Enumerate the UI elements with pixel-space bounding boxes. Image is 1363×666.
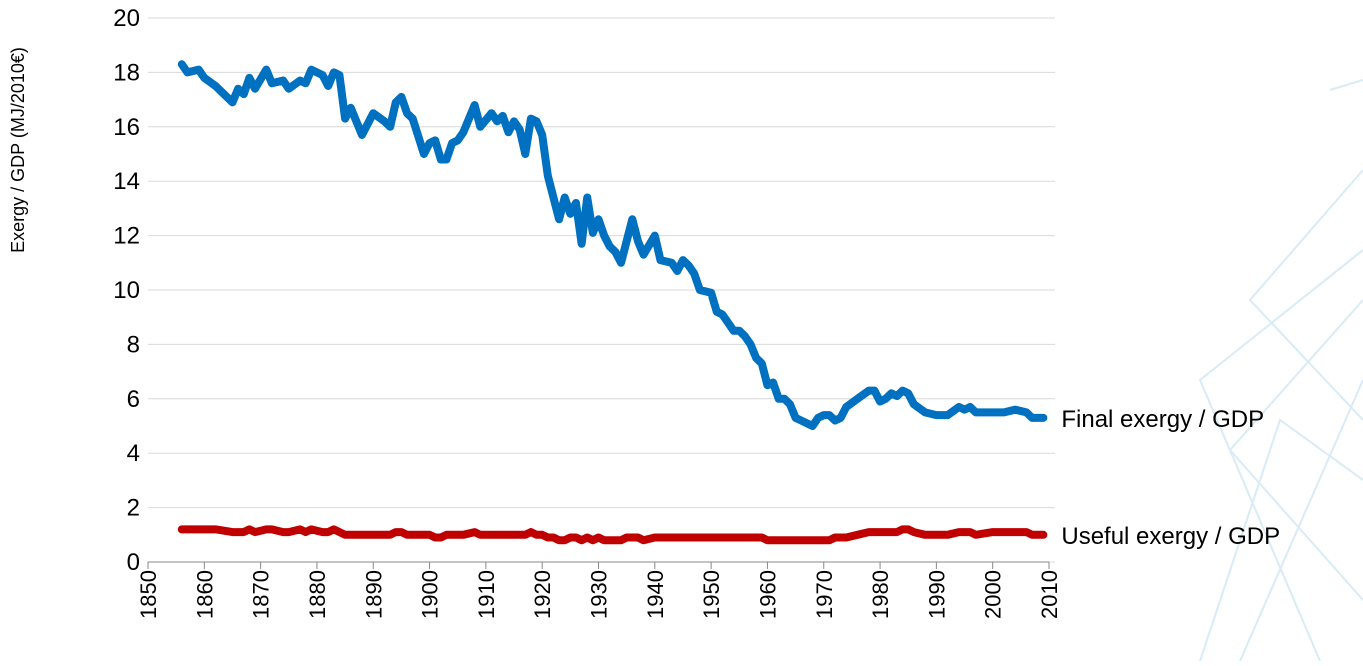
x-tick-label: 1870 bbox=[249, 570, 274, 619]
y-tick-label: 10 bbox=[113, 277, 140, 304]
y-axis-title: Exergy / GDP (MJ/2010€) bbox=[8, 47, 28, 253]
x-tick-label: 1960 bbox=[755, 570, 780, 619]
x-tick-label: 2010 bbox=[1037, 570, 1062, 619]
x-tick-label: 1940 bbox=[643, 570, 668, 619]
series-label: Useful exergy / GDP bbox=[1061, 523, 1280, 550]
x-tick-label: 1890 bbox=[361, 570, 386, 619]
series-line bbox=[182, 64, 1044, 426]
series-label: Final exergy / GDP bbox=[1061, 406, 1264, 433]
background-decoration bbox=[1200, 80, 1363, 661]
y-tick-label: 14 bbox=[113, 168, 140, 195]
x-tick-label: 1930 bbox=[587, 570, 612, 619]
x-tick-label: 1860 bbox=[192, 570, 217, 619]
x-tick-label: 1920 bbox=[530, 570, 555, 619]
x-tick-label: 1850 bbox=[136, 570, 161, 619]
x-tick-label: 1900 bbox=[418, 570, 443, 619]
x-tick-label: 1980 bbox=[868, 570, 893, 619]
x-tick-label: 1950 bbox=[699, 570, 724, 619]
y-tick-label: 16 bbox=[113, 114, 140, 141]
y-tick-label: 2 bbox=[127, 495, 140, 522]
y-tick-label: 8 bbox=[127, 331, 140, 358]
y-tick-label: 4 bbox=[127, 440, 140, 467]
chart: Exergy / GDP (MJ/2010€) 0246810121416182… bbox=[0, 0, 1363, 661]
x-tick-label: 2000 bbox=[981, 570, 1006, 619]
x-tick-label: 1910 bbox=[474, 570, 499, 619]
y-tick-label: 20 bbox=[113, 5, 140, 32]
series-line bbox=[182, 529, 1044, 540]
y-tick-label: 18 bbox=[113, 59, 140, 86]
x-tick-label: 1970 bbox=[812, 570, 837, 619]
y-tick-label: 6 bbox=[127, 386, 140, 413]
x-tick-label: 1880 bbox=[305, 570, 330, 619]
x-tick-label: 1990 bbox=[924, 570, 949, 619]
y-tick-label: 12 bbox=[113, 223, 140, 250]
